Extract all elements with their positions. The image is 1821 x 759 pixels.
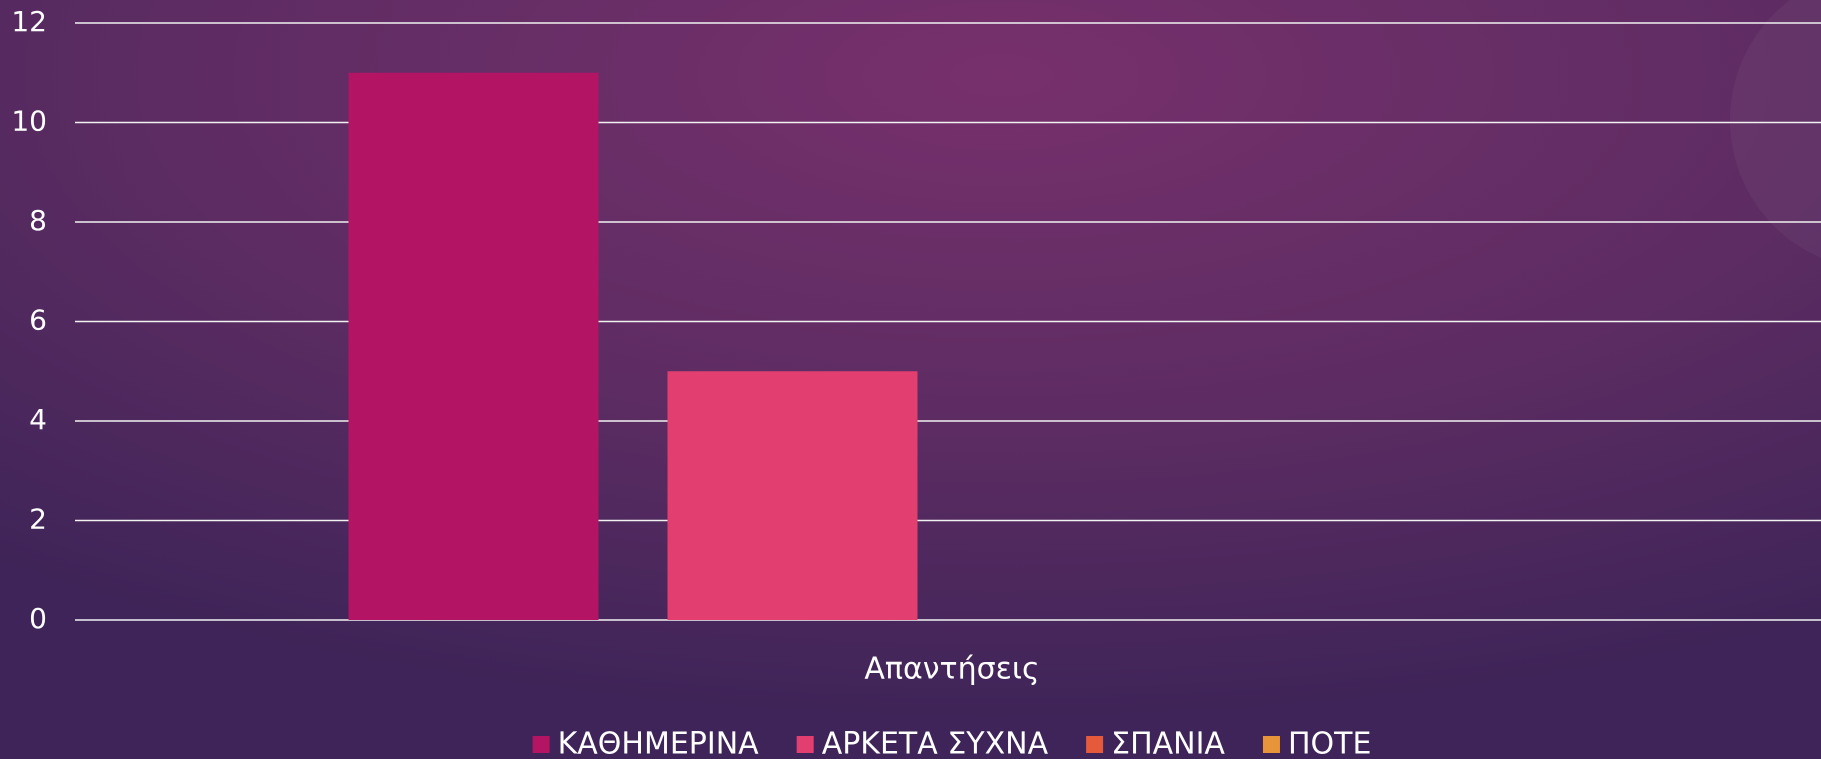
y-tick-label: 6 xyxy=(29,304,47,337)
legend-swatch xyxy=(1086,736,1104,753)
bar xyxy=(348,72,599,620)
legend-label: ΣΠΑΝΙΑ xyxy=(1111,727,1225,759)
legend-swatch xyxy=(532,736,550,753)
legend-label: ΠΟΤΕ xyxy=(1288,727,1371,759)
legend-swatch xyxy=(1262,736,1280,753)
legend-label: ΚΑΘΗΜΕΡΙΝΑ xyxy=(558,727,760,759)
y-tick-label: 4 xyxy=(29,403,47,436)
x-tick-label: Απαντήσεις xyxy=(864,652,1039,687)
y-tick-label: 0 xyxy=(29,602,47,635)
bar xyxy=(667,371,918,620)
y-tick-label: 10 xyxy=(11,105,47,138)
y-tick-label: 12 xyxy=(11,5,47,38)
decoration xyxy=(1730,0,1821,258)
y-tick-label: 8 xyxy=(29,204,47,237)
legend-label: ΑΡΚΕΤΑ ΣΥΧΝΑ xyxy=(822,727,1049,759)
y-tick-label: 2 xyxy=(29,503,47,536)
legend-swatch xyxy=(796,736,814,753)
